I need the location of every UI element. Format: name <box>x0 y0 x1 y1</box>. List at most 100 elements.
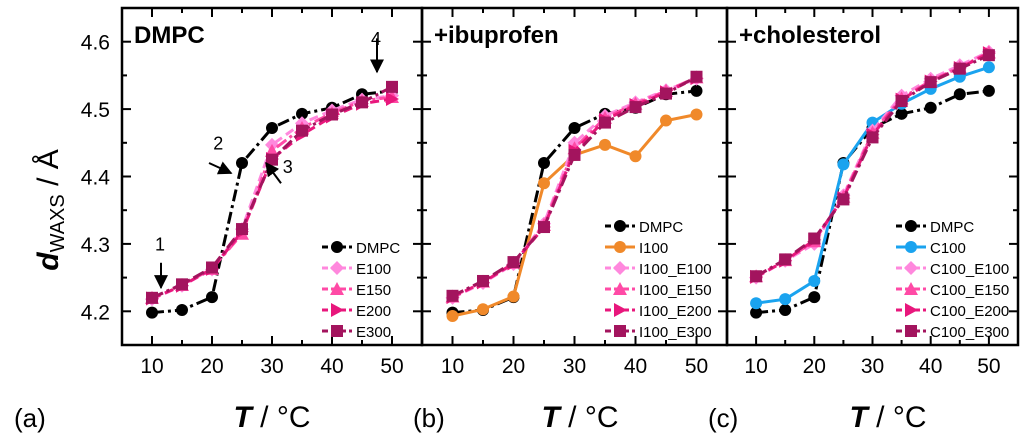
data-point <box>779 293 792 306</box>
data-point <box>356 96 368 109</box>
series-line <box>755 89 990 315</box>
y-tick-label: 4.4 <box>81 167 111 190</box>
data-point <box>629 150 642 163</box>
y-axis-label: dWAXS / Å <box>32 149 69 271</box>
data-point <box>750 297 763 310</box>
legend: DMPC E100 E150 E200 E300 <box>322 240 400 341</box>
legend-marker <box>905 241 917 253</box>
legend-marker <box>614 303 627 317</box>
data-point <box>953 88 966 101</box>
chart-panel-2: 10 20 30 40 50 +ibuprofen DMPC I100 I100_E100 I10… <box>420 6 729 378</box>
legend-marker <box>331 241 343 253</box>
legend-marker <box>614 241 626 253</box>
data-point <box>866 131 879 144</box>
panel-label-c: (c) <box>708 403 738 433</box>
data-point <box>690 84 703 97</box>
x-axis-label-a-unit: / °C <box>252 401 311 434</box>
series-line <box>151 97 393 300</box>
data-point <box>236 223 248 236</box>
panel-label-a: (a) <box>14 403 46 433</box>
data-point <box>895 95 908 108</box>
data-point <box>953 62 966 75</box>
data-point <box>690 70 703 83</box>
data-point <box>660 114 672 127</box>
panel-label-b: (b) <box>413 403 445 433</box>
data-point <box>176 278 188 291</box>
x-tick-label: 40 <box>320 355 343 378</box>
chart-panel-3: 10 20 30 40 50 +cholesterol DMPC C100 C100_E100 C… <box>725 6 1020 378</box>
x-axis-label-b-main: T <box>542 401 563 434</box>
chart-panel-1: 10 20 30 40 50 4.2 4.3 4.4 4.5 4.6 DMPC DMPC E100 E15… <box>81 6 424 378</box>
data-point <box>538 157 550 170</box>
annotation-arrow <box>265 161 282 184</box>
legend-marker <box>905 220 917 232</box>
x-tick-label: 50 <box>977 355 1000 378</box>
x-tick-label: 30 <box>861 355 884 378</box>
data-point <box>568 148 581 161</box>
data-point <box>538 221 550 234</box>
legend-marker <box>904 282 918 295</box>
data-point <box>837 158 850 171</box>
data-point <box>599 138 611 151</box>
legend-label: C100_E300 <box>930 324 1009 341</box>
legend-label: E150 <box>356 282 391 299</box>
data-point <box>296 107 308 120</box>
x-tick-label: 10 <box>744 355 767 378</box>
series-DMPC <box>750 84 995 319</box>
data-point <box>837 193 850 206</box>
y-tick-label: 4.6 <box>81 32 110 55</box>
data-point <box>779 253 792 266</box>
series-E300 <box>146 80 398 304</box>
annotation-label: 3 <box>283 157 293 177</box>
x-tick-label: 20 <box>200 355 223 378</box>
data-point <box>599 116 611 129</box>
legend-marker <box>330 282 344 295</box>
data-point <box>982 49 995 62</box>
x-tick-label: 20 <box>803 355 826 378</box>
data-point <box>808 232 821 245</box>
legend-label: E200 <box>356 303 391 320</box>
y-axis-label-main: d <box>32 252 65 271</box>
x-tick-label: 50 <box>685 355 708 378</box>
legend-marker <box>905 325 917 337</box>
x-tick-label: 20 <box>502 355 525 378</box>
legend-label: DMPC <box>639 219 683 236</box>
data-point <box>568 121 581 134</box>
data-point <box>266 121 278 134</box>
y-axis-label-sub: WAXS <box>47 194 69 252</box>
data-point <box>146 306 158 319</box>
x-axis-label-c-unit: / °C <box>868 401 927 434</box>
data-point <box>924 101 937 114</box>
x-axis-label-c: T / °C <box>850 401 927 434</box>
data-point <box>206 261 218 274</box>
series-C100_E300 <box>750 49 995 283</box>
data-point <box>750 306 763 319</box>
data-point <box>660 87 672 100</box>
legend-label: DMPC <box>356 240 400 257</box>
data-point <box>538 177 550 190</box>
y-tick-label: 4.5 <box>81 99 110 122</box>
data-point <box>779 303 792 316</box>
data-point <box>629 101 642 114</box>
data-point <box>924 76 937 89</box>
x-tick-label: 30 <box>260 355 283 378</box>
x-axis-label-c-main: T <box>850 401 871 434</box>
data-point <box>146 291 158 304</box>
data-point <box>982 61 995 74</box>
data-point <box>326 108 338 121</box>
x-tick-label: 40 <box>919 355 942 378</box>
data-point <box>206 291 218 304</box>
legend-label: C100_E100 <box>930 261 1009 278</box>
y-tick-label: 4.2 <box>81 301 110 324</box>
x-axis-label-b-unit: / °C <box>560 401 619 434</box>
data-point <box>982 84 995 97</box>
y-axis-label-unit: / Å <box>32 149 65 194</box>
legend-label: C100_E200 <box>930 303 1009 320</box>
legend-label: I100_E150 <box>639 282 712 299</box>
legend-marker <box>331 303 344 317</box>
y-tick-label: 4.3 <box>81 234 110 257</box>
chart-panels: 10 20 30 40 50 4.2 4.3 4.4 4.5 4.6 DMPC DMPC E100 E15… <box>81 6 1020 378</box>
x-tick-label: 40 <box>624 355 647 378</box>
x-tick-label: 10 <box>140 355 163 378</box>
panel-title: +cholesterol <box>739 22 881 49</box>
